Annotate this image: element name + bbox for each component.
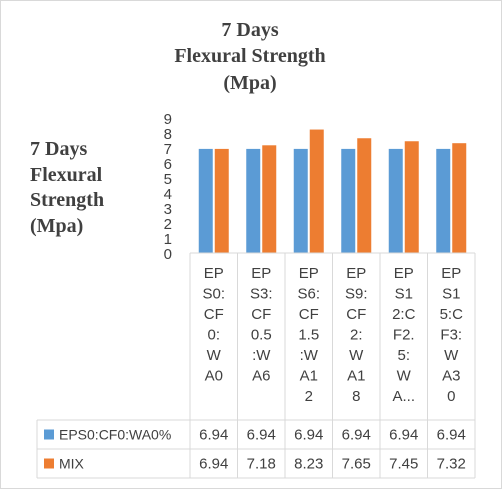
y-tick-label: 3 [164,201,172,218]
category-label: A1 [300,368,318,385]
y-axis-title-line-2: Flexural [30,163,103,186]
bar-base [388,148,403,253]
bar-base [293,148,308,253]
table-value: 6.94 [437,427,466,444]
y-tick-label: 6 [164,156,172,173]
table-value: 8.23 [294,456,323,473]
y-axis-title: 7 Days Flexural Strength (Mpa) [30,137,150,239]
category-label: EP [204,265,224,282]
y-tick-label: 2 [164,216,172,233]
category-label: 5:C [440,306,464,323]
category-label: 2: [350,327,363,344]
table-value: 6.94 [199,456,228,473]
category-label: CF [299,306,319,323]
table-value: 7.65 [342,456,371,473]
category-label: EP [441,265,461,282]
category-label: CF [346,306,366,323]
category-label: W [207,347,222,364]
category-label: EP [394,265,414,282]
bar-mix [404,141,419,253]
category-label: EP [346,265,366,282]
bar-base [341,148,356,253]
y-tick-label: 5 [164,171,172,188]
category-label: S0: [202,286,225,303]
category-label: A6 [252,368,270,385]
y-tick-label: 1 [164,231,172,248]
category-label: :W [300,347,319,364]
bar-mix [357,138,372,253]
category-label: F3: [440,327,462,344]
legend-label: MIX [59,456,85,472]
category-label: 2:C [392,306,416,323]
category-label: F2. [393,327,415,344]
bar-mix [214,148,229,253]
table-value: 7.45 [389,456,418,473]
legend-label: EPS0:CF0:WA0% [59,427,171,443]
table-value: 6.94 [389,427,418,444]
table-value: 6.94 [247,427,276,444]
category-label: A... [392,388,415,405]
category-label: CF [204,306,224,323]
category-label: W [349,347,364,364]
category-label: A1 [347,368,365,385]
category-label: S1 [395,286,413,303]
chart-title-line-2: Flexural Strength [174,45,326,67]
bar-base [436,148,451,253]
category-label: S1 [442,286,460,303]
category-label: S6: [297,286,320,303]
y-tick-label: 0 [164,246,172,263]
table-value: 6.94 [342,427,371,444]
y-tick-label: 4 [164,186,172,203]
category-label: CF [251,306,271,323]
y-tick-label: 8 [164,126,172,143]
chart-title-line-3: (Mpa) [223,72,277,94]
category-label: W [444,347,459,364]
category-label: A0 [205,368,223,385]
bar-mix [262,145,277,253]
category-label: 0.5 [251,327,272,344]
legend-key [44,458,54,469]
table-value: 7.18 [247,456,276,473]
category-label: 0: [207,327,220,344]
bar-base [198,148,213,253]
category-label: 0 [447,388,455,405]
category-label: 8 [352,388,360,405]
category-label: 2 [305,388,313,405]
y-axis-title-line-1: 7 Days [30,138,88,160]
bar-base [246,148,261,253]
chart-title-line-1: 7 Days [221,19,279,41]
category-label: :W [252,347,271,364]
category-label: W [397,368,412,385]
y-tick-label: 7 [164,141,172,158]
category-label: EP [251,265,271,282]
category-label: S3: [250,286,273,303]
category-label: A3 [442,368,460,385]
bar-mix [309,129,324,253]
y-axis-title-line-3: Strength [30,189,105,211]
table-value: 6.94 [294,427,323,444]
y-axis-title-line-4: (Mpa) [30,214,84,237]
category-label: EP [299,265,319,282]
table-value: 7.32 [437,456,466,473]
category-label: 1.5 [298,327,319,344]
category-label: S9: [345,286,368,303]
y-tick-label: 9 [164,111,172,128]
category-label: 5: [397,347,410,364]
legend-key [44,429,54,440]
table-value: 6.94 [199,427,228,444]
bar-mix [452,143,467,253]
